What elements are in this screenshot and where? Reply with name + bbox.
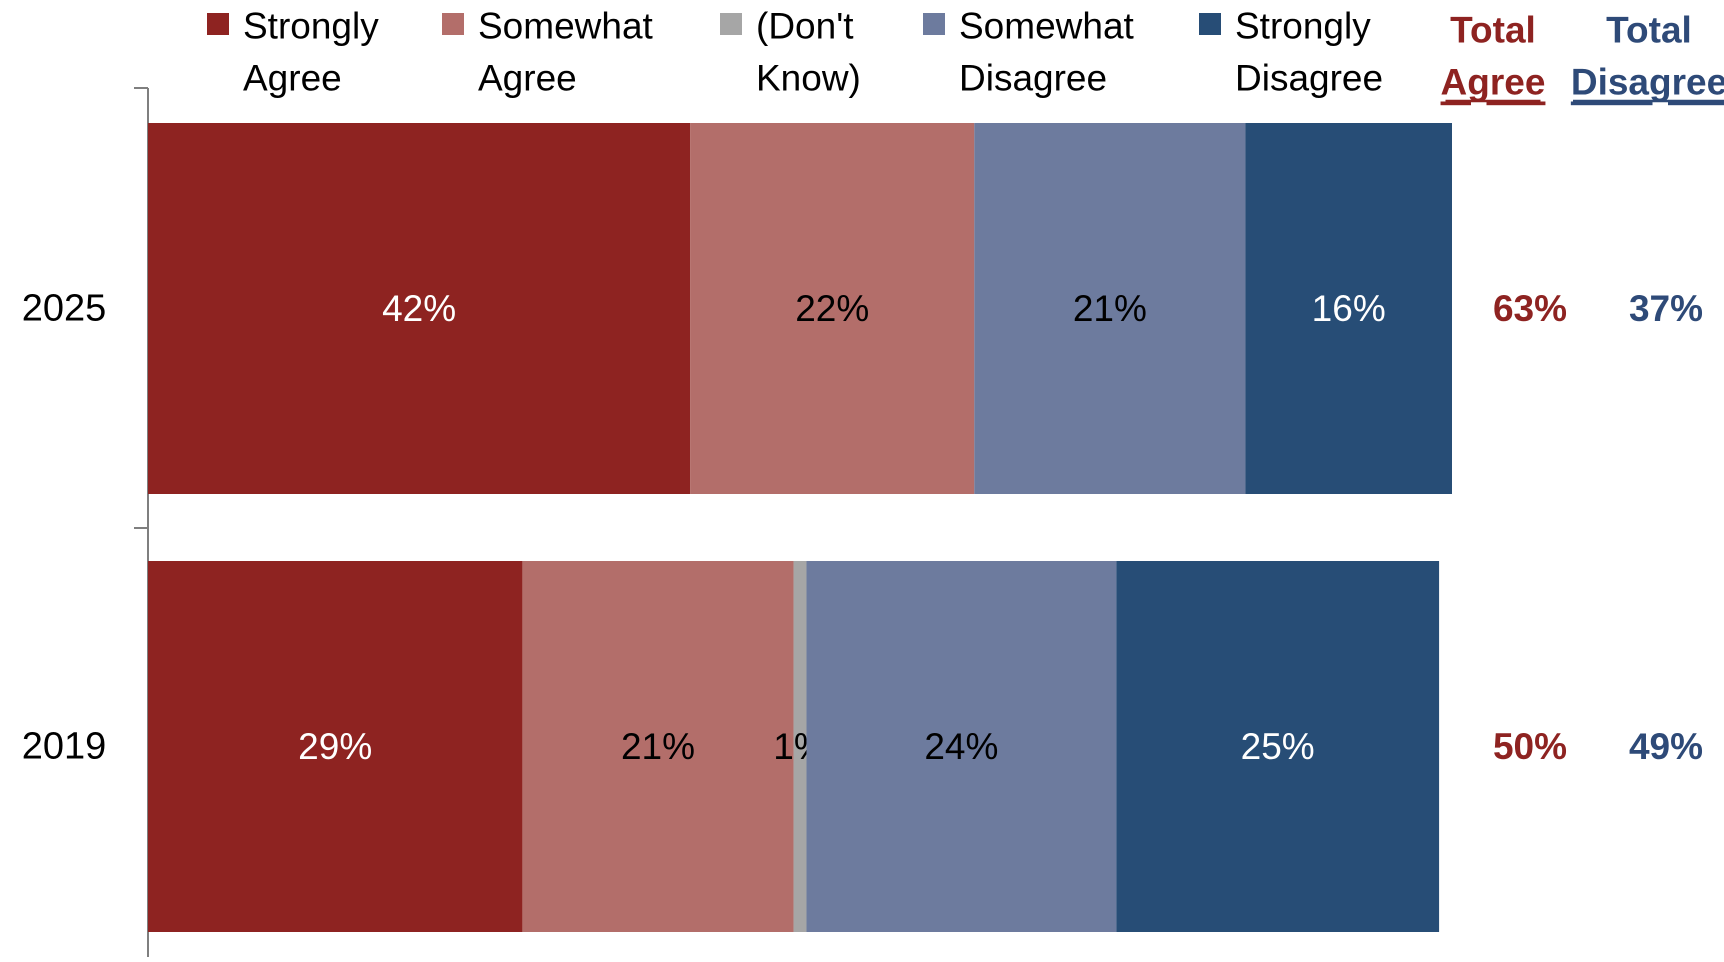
legend-label-somewhat-disagree-line1: Somewhat: [959, 6, 1135, 47]
data-label-somewhat-agree-2025: 22%: [795, 288, 869, 329]
legend-swatch-somewhat-agree: [442, 13, 464, 35]
legend-swatch-strongly-disagree: [1199, 13, 1221, 35]
data-label-strongly-agree-2025: 42%: [382, 288, 456, 329]
bar-somewhat-agree-2019: [522, 561, 794, 932]
legend-label-strongly-disagree-line1: Strongly: [1235, 6, 1371, 47]
totals-header-total-disagree-line1: Total: [1606, 10, 1692, 51]
legend-label-somewhat-agree-line1: Somewhat: [478, 6, 654, 47]
legend-label-don-t-know-line2: Know): [756, 58, 861, 99]
data-label-strongly-disagree-2019: 25%: [1241, 726, 1315, 767]
totals-header-total-disagree-line2: Disagree: [1571, 62, 1724, 103]
legend-label-somewhat-disagree-line2: Disagree: [959, 58, 1107, 99]
data-label-strongly-disagree-2025: 16%: [1312, 288, 1386, 329]
legend-swatch-strongly-agree: [207, 13, 229, 35]
bar-somewhat-disagree-2019: [806, 561, 1117, 932]
bar-strongly-disagree-2019: [1116, 561, 1440, 932]
bar-strongly-agree-2019: [148, 561, 523, 932]
data-label-strongly-agree-2019: 29%: [298, 726, 372, 767]
total-value-total-agree-2019: 50%: [1493, 726, 1567, 767]
bar-strongly-agree-2025: [148, 123, 691, 494]
legend-swatch-don-t-know: [720, 13, 742, 35]
total-value-total-disagree-2019: 49%: [1629, 726, 1703, 767]
bar-somewhat-agree-2025: [690, 123, 975, 494]
bar-strongly-disagree-2025: [1245, 123, 1452, 494]
legend-label-strongly-agree-line1: Strongly: [243, 6, 379, 47]
data-label-somewhat-agree-2019: 21%: [621, 726, 695, 767]
total-value-total-agree-2025: 63%: [1493, 288, 1567, 329]
legend-label-strongly-disagree-line2: Disagree: [1235, 58, 1383, 99]
total-value-total-disagree-2025: 37%: [1629, 288, 1703, 329]
data-label-somewhat-disagree-2019: 24%: [924, 726, 998, 767]
totals-header-total-agree-line2: Agree: [1441, 62, 1546, 103]
category-label-2019: 2019: [22, 726, 107, 768]
bar-somewhat-disagree-2025: [974, 123, 1246, 494]
legend-label-somewhat-agree-line2: Agree: [478, 58, 577, 99]
legend-swatch-somewhat-disagree: [923, 13, 945, 35]
legend-label-don-t-know-line1: (Don't: [756, 6, 854, 47]
bar-don-t-know-2019: [793, 561, 807, 932]
data-label-somewhat-disagree-2025: 21%: [1073, 288, 1147, 329]
category-label-2025: 2025: [22, 288, 107, 330]
totals-header-total-agree-line1: Total: [1450, 10, 1536, 51]
legend-label-strongly-agree-line2: Agree: [243, 58, 342, 99]
